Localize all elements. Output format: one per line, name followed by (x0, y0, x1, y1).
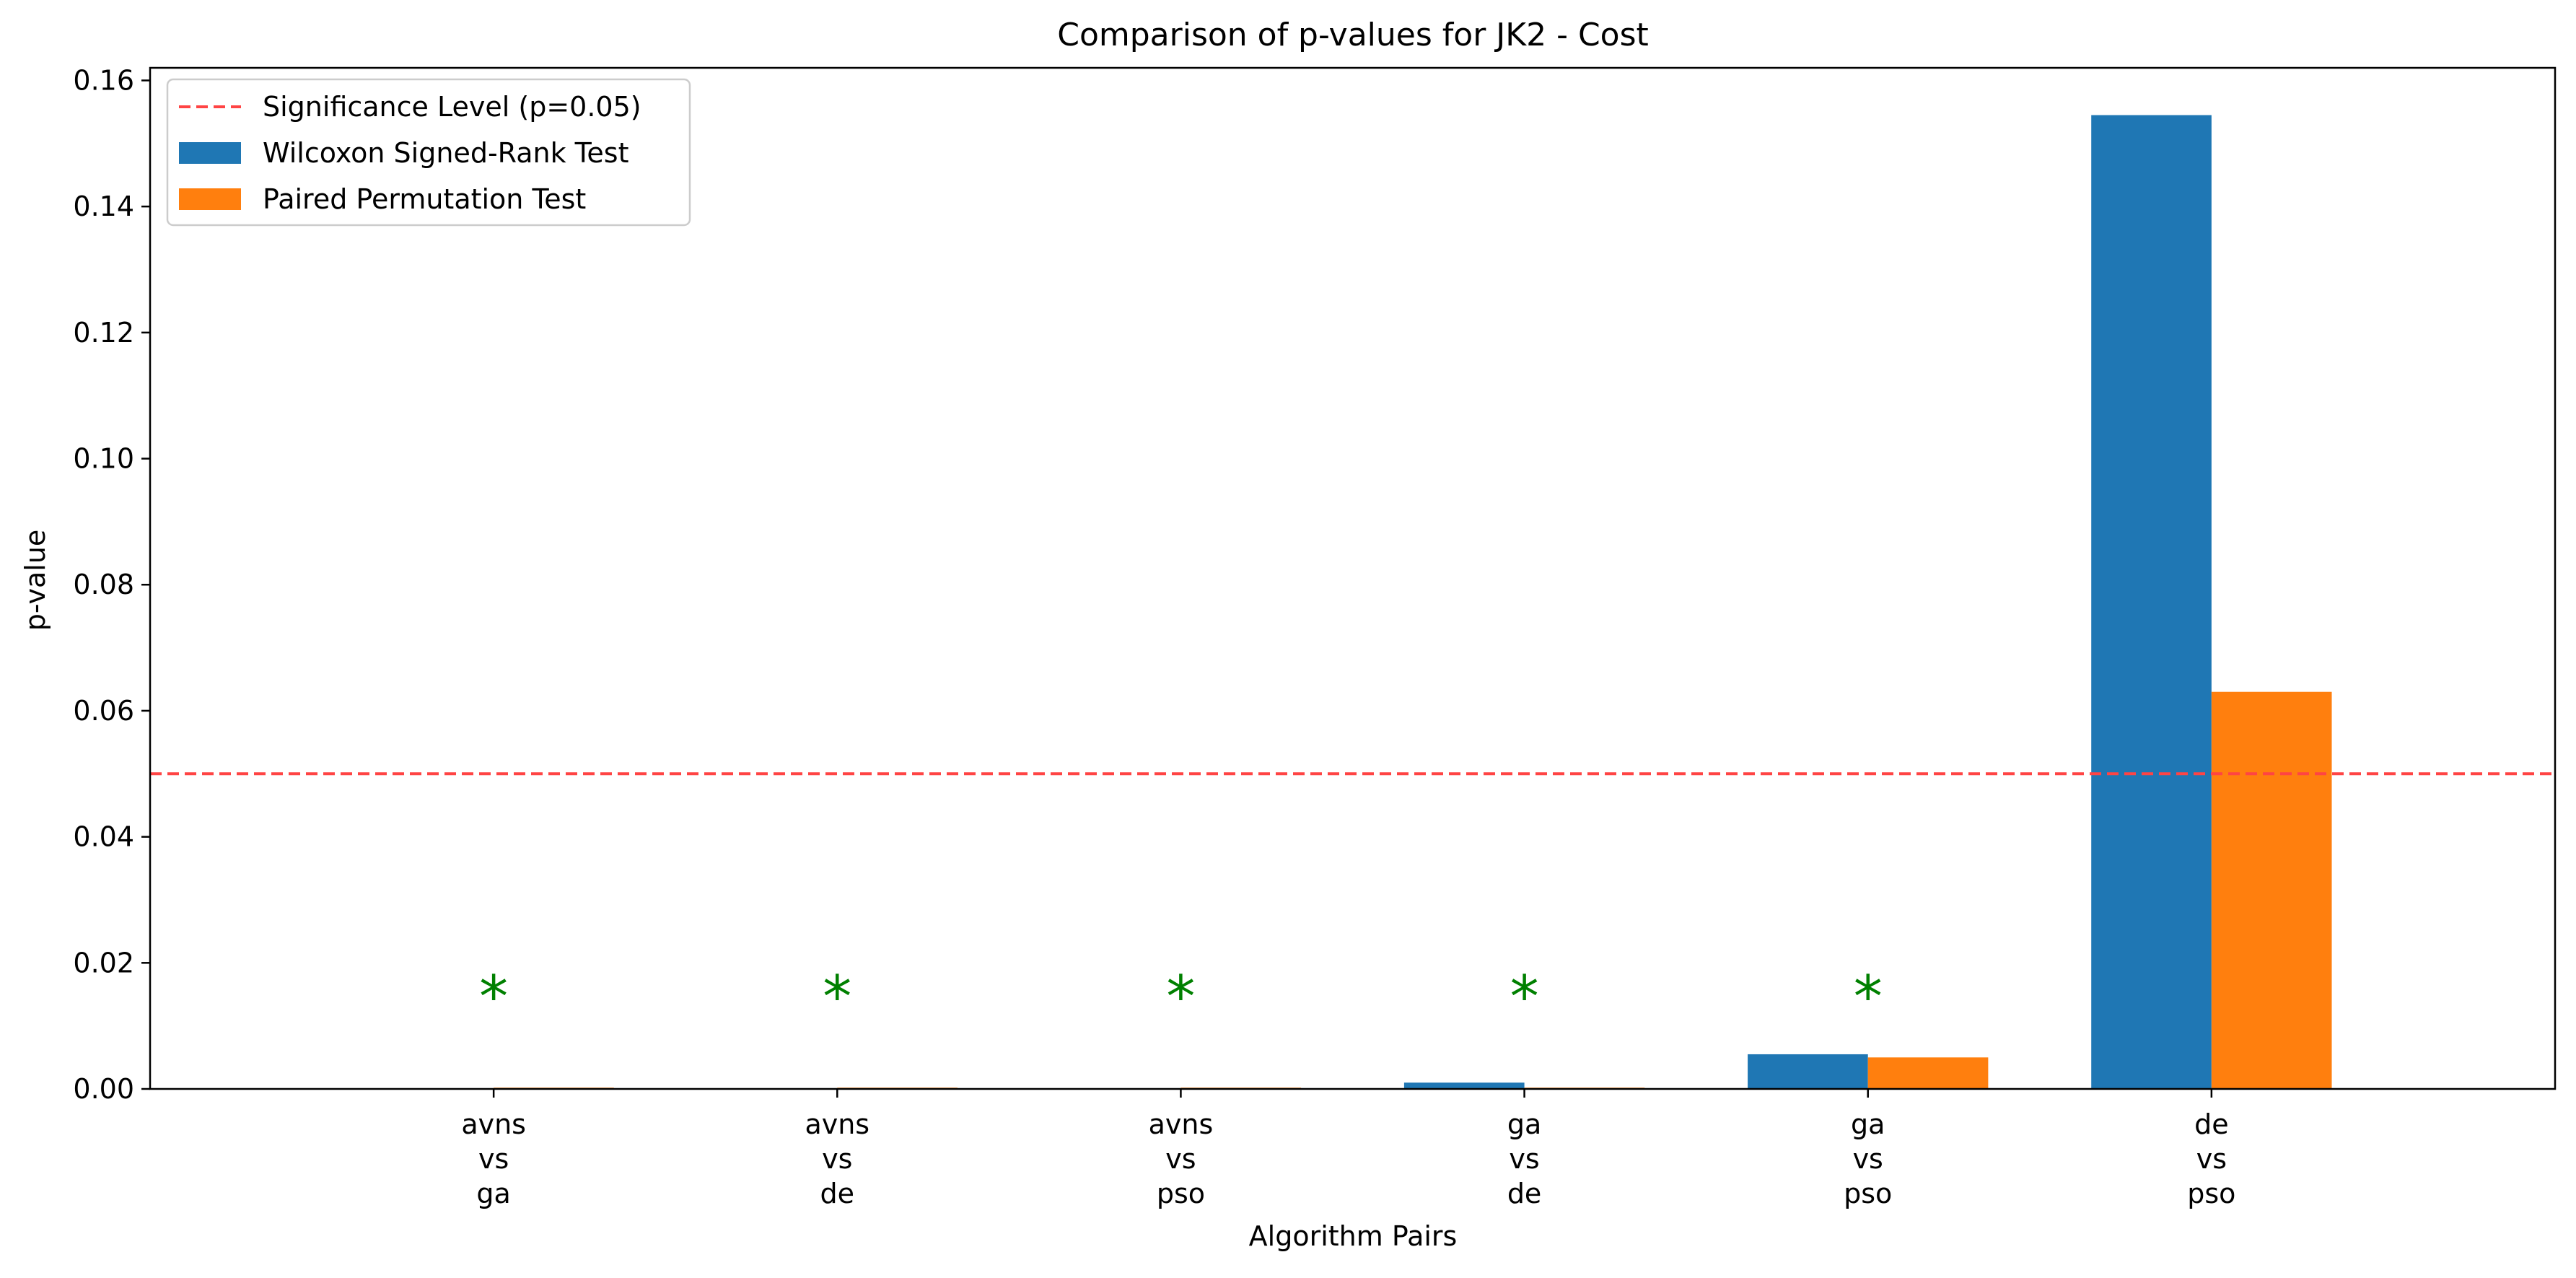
y-tick-label-1: 0.02 (73, 947, 134, 979)
x-axis-label: Algorithm Pairs (1249, 1220, 1458, 1252)
significance-marker-1: * (823, 963, 851, 1030)
legend: Significance Level (p=0.05) Wilcoxon Sign… (166, 78, 691, 227)
x-tick-label-line: vs (2196, 1143, 2227, 1175)
x-tick-label-4: ga vs pso (1844, 1108, 1892, 1209)
significance-marker-4: * (1854, 963, 1883, 1030)
y-tick-label-7: 0.14 (73, 191, 134, 222)
x-tick-label-line: de (1507, 1178, 1542, 1209)
y-axis-label: p-value (19, 530, 51, 631)
y-tick-label-2: 0.04 (73, 821, 134, 853)
y-tick-label-0: 0.00 (73, 1073, 134, 1105)
legend-swatch-0 (179, 142, 241, 164)
significance-marker-2: * (1166, 963, 1195, 1030)
x-tick-label-line: de (820, 1178, 855, 1209)
bar-paired-permutation-test-5 (2211, 691, 2332, 1089)
legend-label-significance: Significance Level (p=0.05) (263, 91, 641, 123)
bar-wilcoxon-signed-rank-test-4 (1748, 1054, 1868, 1089)
x-tick-label-line: vs (822, 1143, 852, 1175)
x-tick-label-0: avns vs ga (461, 1108, 526, 1209)
x-tick-label-line: vs (1853, 1143, 1883, 1175)
chart-title: Comparison of p-values for JK2 - Cost (1057, 17, 1649, 53)
legend-label-1: Paired Permutation Test (263, 183, 586, 215)
legend-label-0: Wilcoxon Signed-Rank Test (263, 137, 629, 169)
bar-wilcoxon-signed-rank-test-5 (2091, 115, 2212, 1089)
x-tick-label-line: pso (1157, 1178, 1205, 1209)
x-tick-label-2: avns vs pso (1149, 1108, 1214, 1209)
x-tick-label-line: vs (1509, 1143, 1539, 1175)
plot-area: * * * * * 0.00 0.02 0.04 0.06 0.08 0.10 0.12 0.14 0.1… (73, 64, 2557, 1209)
y-tick-label-8: 0.16 (73, 64, 134, 96)
x-tick-label-line: pso (2187, 1178, 2235, 1209)
x-tick-label-line: vs (478, 1143, 509, 1175)
x-tick-label-3: ga vs de (1507, 1108, 1542, 1209)
legend-box (166, 78, 691, 227)
x-tick-label-line: ga (476, 1178, 510, 1209)
x-tick-label-line: de (2194, 1108, 2229, 1140)
legend-swatch-1 (179, 188, 241, 210)
x-tick-label-line: vs (1165, 1143, 1196, 1175)
x-tick-label-1: avns vs de (805, 1108, 869, 1209)
significance-marker-3: * (1510, 963, 1539, 1030)
x-tick-label-line: ga (1851, 1108, 1885, 1140)
x-tick-label-line: avns (805, 1108, 869, 1140)
x-tick-label-line: avns (1149, 1108, 1214, 1140)
x-tick-label-5: de vs pso (2187, 1108, 2235, 1209)
y-tick-label-4: 0.08 (73, 569, 134, 600)
x-tick-label-line: ga (1507, 1108, 1541, 1140)
y-tick-label-5: 0.10 (73, 443, 134, 475)
y-tick-label-3: 0.06 (73, 695, 134, 727)
x-tick-label-line: pso (1844, 1178, 1892, 1209)
x-tick-label-line: avns (461, 1108, 526, 1140)
bar-wilcoxon-signed-rank-test-3 (1403, 1082, 1525, 1089)
bar-paired-permutation-test-4 (1867, 1057, 1989, 1089)
plot-frame (149, 66, 2557, 1090)
y-tick-label-6: 0.12 (73, 317, 134, 349)
significance-marker-0: * (479, 963, 508, 1030)
